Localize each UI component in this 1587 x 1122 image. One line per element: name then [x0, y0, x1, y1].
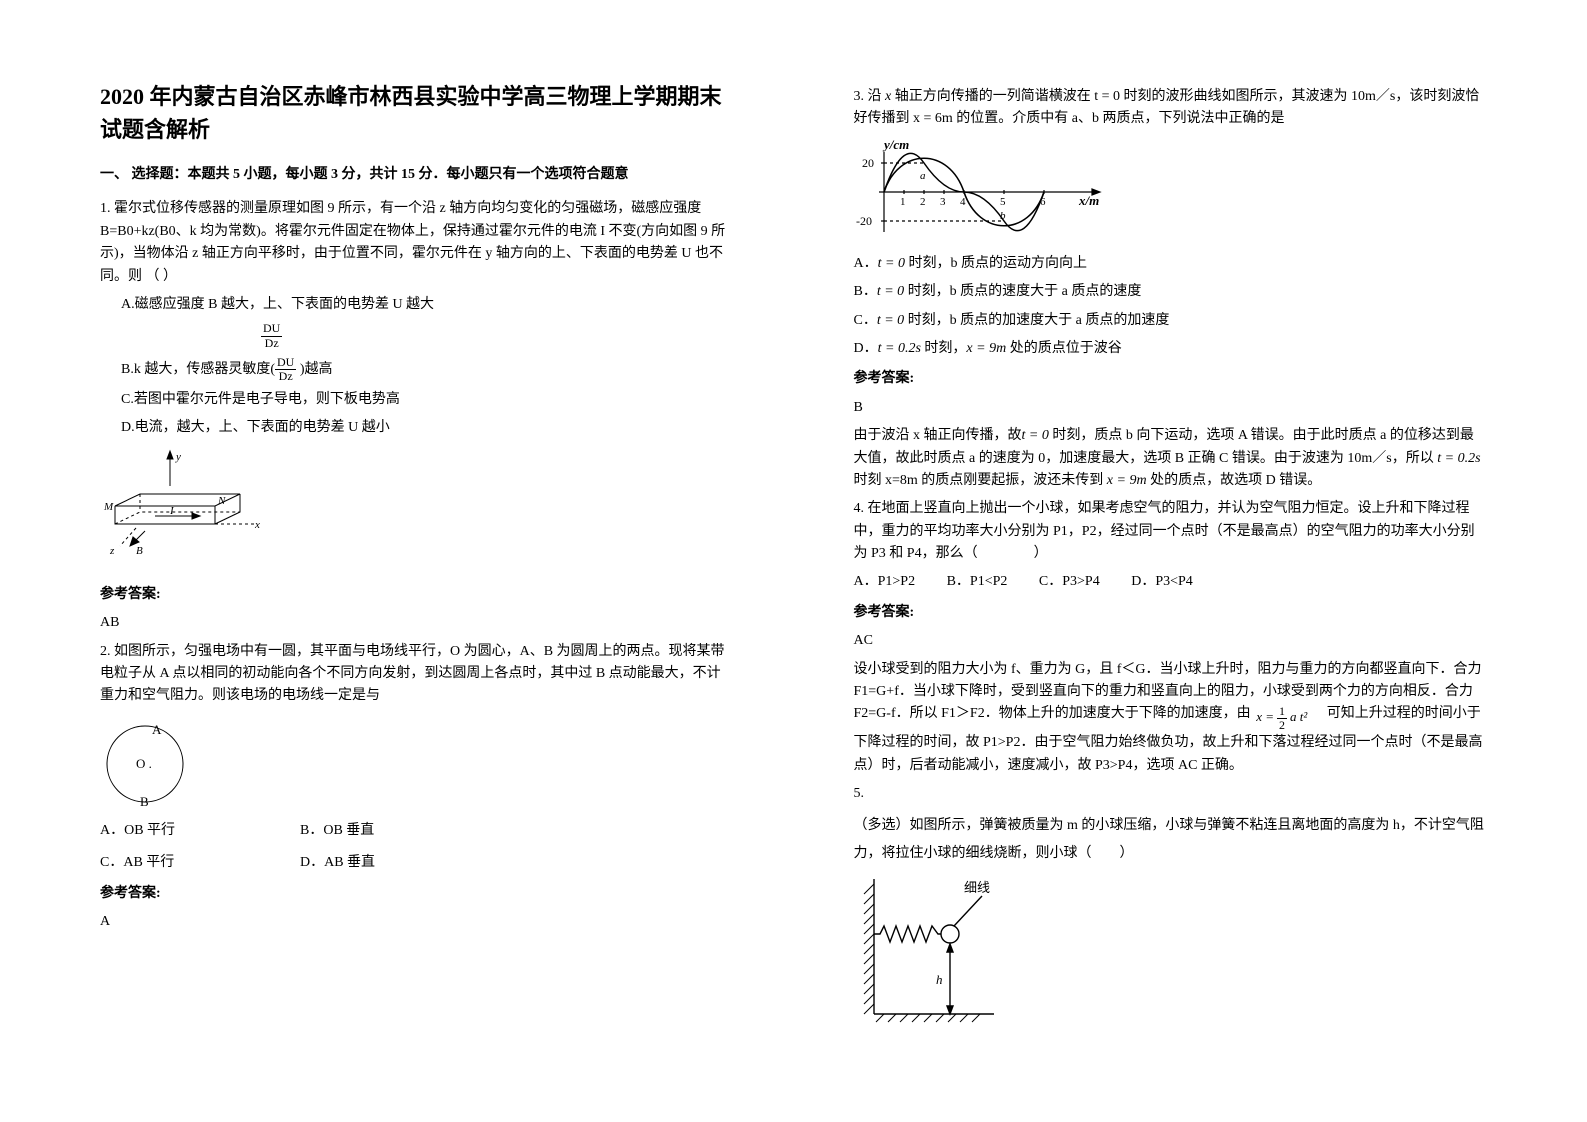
svg-text:B: B: [136, 545, 143, 557]
q2-stem: 2. 如图所示，匀强电场中有一圆，其平面与电场线平行，O 为圆心，A、B 为圆周…: [100, 641, 734, 708]
q3-option-d: D．t = 0.2s 时刻，x = 9m 处的质点位于波谷: [854, 338, 1488, 360]
svg-text:b: b: [1000, 210, 1006, 222]
svg-text:1: 1: [900, 196, 906, 208]
svg-text:y: y: [175, 451, 181, 463]
q2-options-row2: C．AB 平行 D．AB 垂直: [100, 852, 734, 874]
right-column: 3. 沿 x 轴正方向传播的一列简谐横波在 t = 0 时刻的波形曲线如图所示，…: [794, 0, 1587, 1122]
q3-option-a: A．t = 0 时刻，b 质点的运动方向向上: [854, 253, 1488, 275]
q4-answer: AC: [854, 630, 1488, 652]
svg-text:4: 4: [960, 196, 966, 208]
q2-answer: A: [100, 911, 734, 933]
q1-stem: 1. 霍尔式位移传感器的测量原理如图 9 所示，有一个沿 z 轴方向均匀变化的匀…: [100, 198, 734, 288]
q4-stem: 4. 在地面上竖直向上抛出一个小球，如果考虑空气的阻力，并认为空气阻力恒定。设上…: [854, 498, 1488, 565]
q4-answer-label: 参考答案:: [854, 602, 1488, 624]
q3-stem: 3. 沿 x 轴正方向传播的一列简谐横波在 t = 0 时刻的波形曲线如图所示，…: [854, 86, 1488, 131]
q3-wave-diagram: y/cm 20 -20 1 2 3 4 5 6 x/m: [854, 137, 1114, 247]
q3-option-c: C．t = 0 时刻，b 质点的加速度大于 a 质点的加速度: [854, 310, 1488, 332]
q4-explanation: 设小球受到的阻力大小为 f、重力为 G，且 f＜G．当小球上升时，阻力与重力的方…: [854, 659, 1488, 778]
q4-option-b: B．P1<P2: [947, 574, 1008, 589]
q1-option-d: D.电流，越大，上、下表面的电势差 U 越小: [100, 417, 734, 439]
svg-text:细线: 细线: [964, 880, 990, 895]
frac-num: DU: [261, 322, 282, 336]
q5-spring-diagram: 细线 h: [854, 874, 1014, 1034]
svg-text:5: 5: [1000, 196, 1006, 208]
svg-text:20: 20: [862, 156, 874, 170]
svg-text:2: 2: [920, 196, 926, 208]
q3-option-b: B．t = 0 时刻，b 质点的速度大于 a 质点的速度: [854, 281, 1488, 303]
section-1-heading: 一、 选择题：本题共 5 小题，每小题 3 分，共计 15 分．每小题只有一个选…: [100, 164, 734, 186]
svg-text:z: z: [109, 545, 115, 557]
q2-answer-label: 参考答案:: [100, 883, 734, 905]
q5-number: 5.: [854, 783, 1488, 805]
q1-hall-diagram: y I x z B M N: [100, 446, 280, 576]
svg-text:-20: -20: [856, 214, 872, 228]
q1-option-c: C.若图中霍尔元件是电子导电，则下板电势高: [100, 389, 734, 411]
q2-circle-diagram: A O . B: [100, 714, 200, 814]
svg-text:M: M: [103, 501, 114, 513]
q1-fraction-figure: DU Dz: [240, 322, 734, 349]
q3-answer-label: 参考答案:: [854, 368, 1488, 390]
q2-option-d: D．AB 垂直: [300, 852, 500, 874]
svg-text:y/cm: y/cm: [882, 137, 909, 152]
circle-label-a: A: [152, 722, 162, 737]
left-column: 2020 年内蒙古自治区赤峰市林西县实验中学高三物理上学期期末试题含解析 一、 …: [0, 0, 794, 1122]
svg-text:I: I: [169, 505, 175, 517]
fraction-du-dz: DU Dz: [261, 322, 282, 349]
q2-options-row1: A．OB 平行 B．OB 垂直: [100, 820, 734, 842]
q4-option-a: A．P1>P2: [854, 574, 916, 589]
q1-option-a: A.磁感应强度 B 越大，上、下表面的电势差 U 越大: [100, 294, 734, 316]
q3-explanation: 由于波沿 x 轴正向传播，故t = 0 时刻，质点 b 向下运动，选项 A 错误…: [854, 425, 1488, 492]
q1-option-b: B.k 越大，传感器灵敏度(DUDz )越高: [100, 356, 734, 383]
q1-answer: AB: [100, 612, 734, 634]
q4-option-c: C．P3>P4: [1039, 574, 1100, 589]
q2-option-c: C．AB 平行: [100, 852, 300, 874]
svg-text:a: a: [920, 170, 926, 182]
exam-title: 2020 年内蒙古自治区赤峰市林西县实验中学高三物理上学期期末试题含解析: [100, 80, 734, 146]
svg-text:x/m: x/m: [1078, 193, 1099, 208]
circle-label-b: B: [140, 794, 149, 809]
circle-label-o: O .: [136, 756, 152, 771]
q4-option-d: D．P3<P4: [1131, 574, 1193, 589]
q1-answer-label: 参考答案:: [100, 584, 734, 606]
q5-stem: （多选）如图所示，弹簧被质量为 m 的小球压缩，小球与弹簧不粘连且离地面的高度为…: [854, 812, 1488, 868]
q4-formula: x = 12 a t²: [1256, 705, 1307, 732]
svg-text:3: 3: [940, 196, 946, 208]
q2-option-a: A．OB 平行: [100, 820, 300, 842]
svg-text:x: x: [254, 519, 260, 531]
svg-text:6: 6: [1040, 196, 1046, 208]
q2-option-b: B．OB 垂直: [300, 820, 500, 842]
svg-text:h: h: [936, 972, 943, 987]
svg-text:N: N: [217, 495, 226, 507]
q4-options: A．P1>P2 B．P1<P2 C．P3>P4 D．P3<P4: [854, 571, 1488, 593]
frac-den: Dz: [261, 337, 282, 350]
q3-answer: B: [854, 397, 1488, 419]
fraction-du-dz-inline: DUDz: [275, 356, 296, 383]
